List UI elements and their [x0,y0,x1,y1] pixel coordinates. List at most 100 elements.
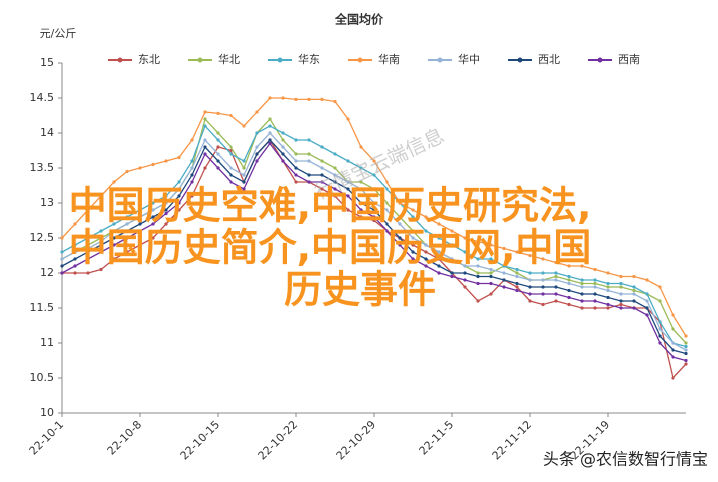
point [528,278,532,282]
point [73,222,77,226]
y-tick-label: 10.5 [30,371,55,384]
point [359,208,363,212]
point [242,173,246,177]
point [216,159,220,163]
point [242,159,246,163]
legend-marker [357,57,363,63]
point [86,271,90,275]
point [268,117,272,121]
point [580,299,584,303]
point [86,257,90,261]
point [359,187,363,191]
point [411,250,415,254]
point [437,271,441,275]
point [372,218,376,223]
point [619,302,623,307]
point [671,348,675,352]
point [229,145,233,149]
point [658,285,662,289]
point [320,145,324,149]
point [580,292,584,296]
point [359,166,363,170]
legend-marker [517,57,523,63]
point [73,264,77,268]
point [99,236,103,240]
point [528,285,532,289]
point [463,271,467,275]
point [593,267,597,272]
point [385,180,389,184]
point [294,173,298,177]
point [515,267,519,272]
point [372,187,376,191]
point [99,243,103,247]
point [502,278,506,282]
point [567,274,571,279]
point [437,264,441,268]
point [580,281,584,286]
point [476,271,480,275]
legend-label: 华北 [218,52,240,66]
point [593,285,597,289]
y-tick-label: 11.5 [30,301,55,314]
point [320,97,324,101]
point [346,187,350,191]
point [138,208,142,212]
point [112,180,116,184]
point [450,257,454,261]
point [398,201,402,205]
y-tick-label: 13 [40,196,54,209]
point [177,155,181,160]
point [307,152,311,156]
point [632,292,636,296]
point [60,250,64,254]
point [567,281,571,286]
point [450,229,454,233]
point [333,152,337,156]
point [151,201,155,205]
point [541,271,545,275]
point [684,334,688,338]
point [619,281,623,286]
point [73,257,77,261]
point [307,97,311,101]
point [281,159,285,163]
point [515,288,519,293]
point [554,271,558,275]
point [125,169,129,174]
point [151,162,155,167]
point [398,215,402,219]
point [528,292,532,296]
point [255,131,259,135]
point [372,201,376,205]
point [541,302,545,307]
point [242,180,246,184]
point [125,222,129,226]
chart-title: 全国均价 [334,12,384,27]
point [593,278,597,282]
point [112,243,116,247]
point [437,250,441,254]
legend-label: 东北 [138,53,160,66]
point [294,166,298,170]
overlay-text: 中国历史简介,中国历史网,中国 [69,226,592,270]
point [99,250,103,254]
point [242,187,246,191]
point [411,257,415,261]
y-tick-label: 14.5 [30,91,55,104]
point [216,111,220,115]
point [450,243,454,247]
point [294,159,298,163]
point [229,152,233,156]
point [476,274,480,279]
point [320,173,324,177]
point [164,208,168,212]
legend-marker [437,57,443,63]
point [606,285,610,289]
point [190,180,194,184]
legend-label: 华南 [378,52,400,66]
point [424,215,428,219]
point [138,243,142,247]
point [567,288,571,293]
point [515,274,519,279]
